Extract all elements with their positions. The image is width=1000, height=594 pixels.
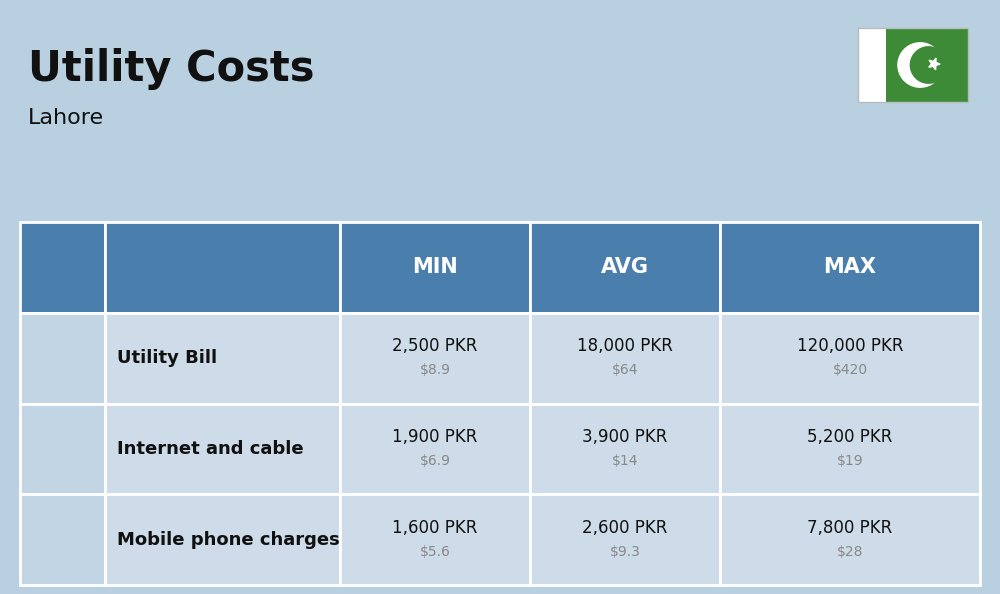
Text: 7,800 PKR: 7,800 PKR [807, 519, 893, 536]
Text: Lahore: Lahore [28, 108, 104, 128]
Text: Utility Bill: Utility Bill [117, 349, 217, 367]
Bar [530, 494, 720, 585]
Bar [105, 313, 340, 403]
Bar [105, 222, 340, 313]
Bar [858, 28, 968, 102]
Text: $9.3: $9.3 [610, 545, 640, 558]
Polygon shape [898, 43, 942, 87]
Text: MIN: MIN [412, 257, 458, 277]
Bar [720, 313, 980, 403]
Polygon shape [929, 58, 940, 70]
Bar [530, 403, 720, 494]
Text: 120,000 PKR: 120,000 PKR [797, 337, 903, 355]
Text: MAX: MAX [824, 257, 876, 277]
Text: 2,500 PKR: 2,500 PKR [392, 337, 478, 355]
Text: $6.9: $6.9 [420, 454, 450, 468]
Bar [886, 28, 968, 102]
Bar [20, 222, 105, 313]
Bar [340, 313, 530, 403]
Bar [105, 494, 340, 585]
Bar [105, 403, 340, 494]
Text: $28: $28 [837, 545, 863, 558]
Bar [720, 222, 980, 313]
Text: AVG: AVG [601, 257, 649, 277]
Text: $5.6: $5.6 [420, 545, 450, 558]
Polygon shape [910, 47, 947, 83]
Text: 5,200 PKR: 5,200 PKR [807, 428, 893, 446]
Text: 1,900 PKR: 1,900 PKR [392, 428, 478, 446]
Bar [340, 494, 530, 585]
Bar [20, 313, 105, 403]
Text: Utility Costs: Utility Costs [28, 48, 314, 90]
Text: $14: $14 [612, 454, 638, 468]
Text: 2,600 PKR: 2,600 PKR [582, 519, 668, 536]
Bar [20, 403, 105, 494]
Text: $19: $19 [837, 454, 863, 468]
Bar [340, 403, 530, 494]
Text: 3,900 PKR: 3,900 PKR [582, 428, 668, 446]
Bar [340, 222, 530, 313]
Text: $64: $64 [612, 363, 638, 377]
Bar [530, 313, 720, 403]
Text: $420: $420 [832, 363, 868, 377]
Text: Mobile phone charges: Mobile phone charges [117, 530, 340, 549]
Bar [720, 494, 980, 585]
Text: Internet and cable: Internet and cable [117, 440, 304, 458]
Bar [20, 494, 105, 585]
Bar [720, 403, 980, 494]
Bar [530, 222, 720, 313]
Text: 18,000 PKR: 18,000 PKR [577, 337, 673, 355]
Text: 1,600 PKR: 1,600 PKR [392, 519, 478, 536]
Bar [858, 28, 886, 102]
Text: $8.9: $8.9 [420, 363, 450, 377]
